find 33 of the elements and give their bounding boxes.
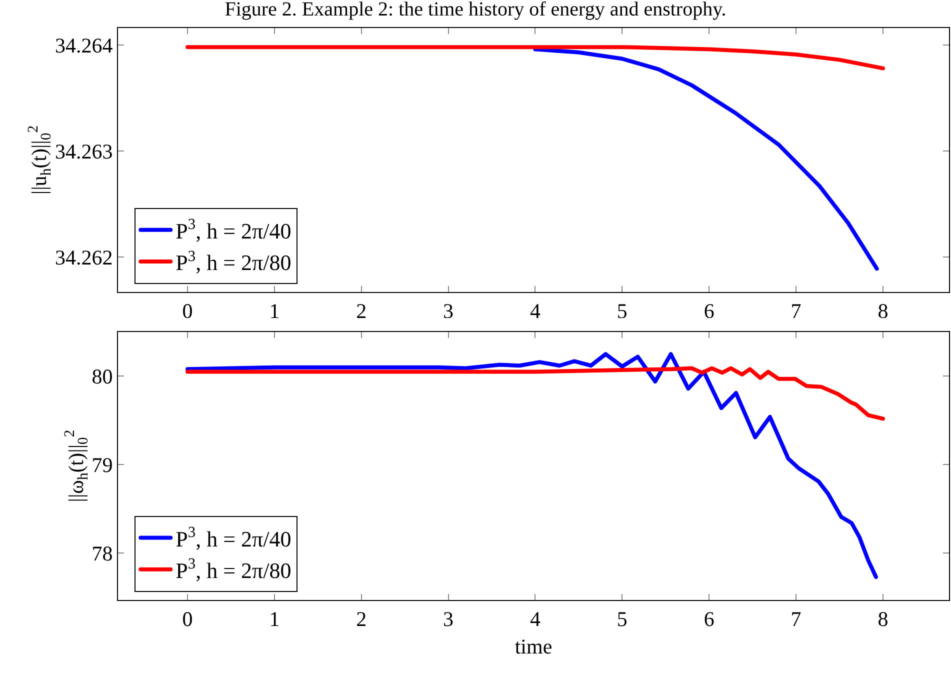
- x-tick-label: 0: [182, 607, 193, 632]
- y-tick-label: 34.263: [55, 139, 113, 164]
- y-tick-label: 78: [92, 541, 113, 566]
- y-tick-label: 34.264: [55, 33, 114, 58]
- x-tick-label: 8: [878, 607, 888, 632]
- line-series: [533, 47, 879, 271]
- legend-label: P$^{3}$, h = 2π/80: [176, 556, 292, 583]
- x-tick-label: 0: [182, 299, 193, 324]
- x-tick-label: 2: [356, 607, 367, 632]
- legend-label: P$^{3}$, h = 2π/40: [176, 216, 292, 244]
- x-axis-title: time: [514, 634, 552, 658]
- legend-label: P$^{3}$, h = 2π/80: [176, 248, 292, 276]
- chart-title: Figure 2. Example 2: the time history of energy and enstrophy.: [224, 0, 726, 21]
- x-tick-label: 3: [443, 607, 454, 632]
- y-tick-label: 80: [92, 364, 113, 389]
- y-tick-label: 79: [92, 453, 113, 478]
- line-series: [186, 366, 885, 421]
- x-tick-label: 7: [790, 299, 802, 324]
- x-tick-label: 4: [530, 299, 541, 324]
- x-tick-label: 1: [269, 299, 280, 324]
- x-tick-label: 6: [704, 299, 714, 324]
- x-tick-label: 2: [356, 299, 367, 324]
- legend-label: P$^{3}$, h = 2π/40: [176, 524, 292, 552]
- x-tick-label: 4: [530, 607, 541, 632]
- x-tick-label: 6: [704, 607, 714, 632]
- y-tick-label: 34.262: [55, 245, 113, 270]
- x-tick-label: 7: [790, 607, 802, 632]
- x-tick-label: 1: [269, 607, 280, 632]
- x-tick-label: 5: [616, 299, 628, 324]
- x-tick-label: 5: [616, 607, 628, 632]
- x-tick-label: 8: [878, 299, 888, 324]
- x-tick-label: 3: [443, 299, 454, 324]
- line-series: [186, 45, 885, 70]
